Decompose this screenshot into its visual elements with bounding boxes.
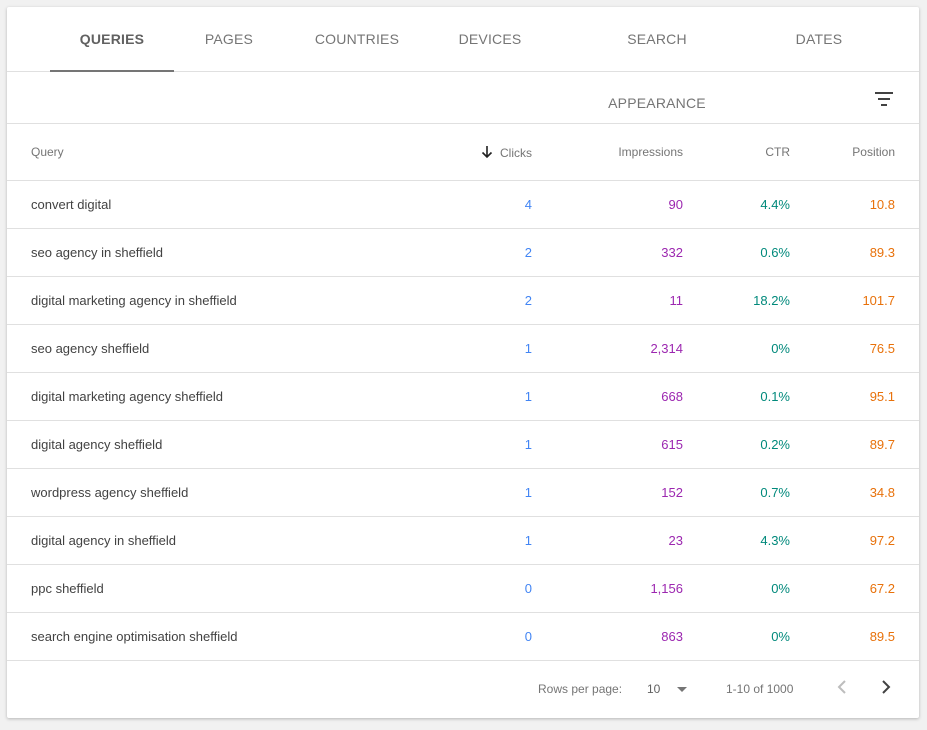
chevron-right-icon	[882, 680, 891, 694]
table-row[interactable]: digital agency sheffield 1 615 0.2% 89.7	[7, 420, 919, 469]
table-row[interactable]: search engine optimisation sheffield 0 8…	[7, 612, 919, 661]
column-header-ctr[interactable]: CTR	[683, 124, 790, 181]
table-row[interactable]: seo agency in sheffield 2 332 0.6% 89.3	[7, 228, 919, 277]
ctr-cell: 4.4%	[683, 180, 790, 229]
query-cell: digital marketing agency in sheffield	[7, 276, 371, 325]
clicks-cell: 1	[371, 372, 532, 421]
caret-down-icon	[677, 687, 687, 692]
impressions-cell: 863	[532, 612, 683, 661]
query-cell: digital marketing agency sheffield	[7, 372, 371, 421]
column-header-query[interactable]: Query	[7, 124, 371, 181]
position-header-label: Position	[852, 145, 895, 159]
arrow-down-icon	[481, 145, 493, 158]
query-cell: ppc sheffield	[7, 564, 371, 613]
tab-search-appearance[interactable]: SEARCH APPEARANCE	[608, 31, 706, 111]
impressions-cell: 2,314	[532, 324, 683, 373]
position-cell: 34.8	[790, 468, 919, 517]
clicks-cell: 1	[371, 516, 532, 565]
position-cell: 10.8	[790, 180, 919, 229]
impressions-header-label: Impressions	[618, 145, 683, 159]
ctr-header-label: CTR	[765, 145, 790, 159]
impressions-cell: 668	[532, 372, 683, 421]
chevron-left-icon	[837, 680, 846, 694]
ctr-cell: 0%	[683, 564, 790, 613]
table-row[interactable]: digital marketing agency in sheffield 2 …	[7, 276, 919, 325]
table-row[interactable]: wordpress agency sheffield 1 152 0.7% 34…	[7, 468, 919, 517]
position-cell: 76.5	[790, 324, 919, 373]
rows-per-page-label: Rows per page:	[538, 682, 623, 696]
tab-countries[interactable]: COUNTRIES	[314, 31, 400, 47]
ctr-cell: 0.6%	[683, 228, 790, 277]
table-row[interactable]: ppc sheffield 0 1,156 0% 67.2	[7, 564, 919, 613]
position-cell: 67.2	[790, 564, 919, 613]
query-header-label: Query	[31, 145, 64, 159]
ctr-cell: 0.1%	[683, 372, 790, 421]
table-toolbar	[7, 72, 919, 124]
table-row[interactable]: digital agency in sheffield 1 23 4.3% 97…	[7, 516, 919, 565]
query-cell: convert digital	[7, 180, 371, 229]
table-header-row: Query Clicks Impressions CTR Position	[7, 124, 919, 181]
position-cell: 97.2	[790, 516, 919, 565]
tab-pages[interactable]: PAGES	[204, 31, 254, 47]
ctr-cell: 0.7%	[683, 468, 790, 517]
ctr-cell: 0%	[683, 324, 790, 373]
ctr-cell: 0.2%	[683, 420, 790, 469]
column-header-position[interactable]: Position	[790, 124, 919, 181]
next-page-button[interactable]	[874, 675, 898, 699]
position-cell: 101.7	[790, 276, 919, 325]
rows-per-page-select[interactable]: 10	[647, 682, 692, 696]
query-cell: wordpress agency sheffield	[7, 468, 371, 517]
column-header-impressions[interactable]: Impressions	[532, 124, 683, 181]
clicks-cell: 2	[371, 276, 532, 325]
impressions-cell: 615	[532, 420, 683, 469]
clicks-cell: 1	[371, 324, 532, 373]
clicks-cell: 4	[371, 180, 532, 229]
impressions-cell: 332	[532, 228, 683, 277]
column-header-clicks[interactable]: Clicks	[371, 124, 532, 181]
clicks-cell: 0	[371, 564, 532, 613]
tab-queries[interactable]: QUERIES	[50, 7, 174, 72]
query-cell: seo agency in sheffield	[7, 228, 371, 277]
query-cell: seo agency sheffield	[7, 324, 371, 373]
ctr-cell: 18.2%	[683, 276, 790, 325]
clicks-cell: 0	[371, 612, 532, 661]
rows-per-page-value: 10	[647, 682, 661, 696]
table-row[interactable]: convert digital 4 90 4.4% 10.8	[7, 180, 919, 229]
impressions-cell: 11	[532, 276, 683, 325]
table-row[interactable]: digital marketing agency sheffield 1 668…	[7, 372, 919, 421]
query-cell: digital agency in sheffield	[7, 516, 371, 565]
ctr-cell: 0%	[683, 612, 790, 661]
impressions-cell: 90	[532, 180, 683, 229]
clicks-cell: 2	[371, 228, 532, 277]
dimension-tabs: QUERIES PAGES COUNTRIES DEVICES SEARCH A…	[7, 7, 919, 111]
table-row[interactable]: seo agency sheffield 1 2,314 0% 76.5	[7, 324, 919, 373]
filter-icon	[875, 92, 893, 106]
filter-button[interactable]	[869, 84, 899, 114]
clicks-header-label: Clicks	[500, 145, 532, 160]
impressions-cell: 23	[532, 516, 683, 565]
query-cell: digital agency sheffield	[7, 420, 371, 469]
pagination-range: 1-10 of 1000	[726, 682, 794, 696]
position-cell: 89.3	[790, 228, 919, 277]
pagination-bar: Rows per page: 10 1-10 of 1000	[7, 661, 919, 717]
tab-dates[interactable]: DATES	[795, 31, 843, 47]
position-cell: 89.7	[790, 420, 919, 469]
clicks-cell: 1	[371, 468, 532, 517]
queries-table: Query Clicks Impressions CTR Position co…	[7, 124, 919, 661]
tab-devices[interactable]: DEVICES	[458, 31, 522, 47]
position-cell: 95.1	[790, 372, 919, 421]
performance-table-card: QUERIES PAGES COUNTRIES DEVICES SEARCH A…	[7, 7, 919, 718]
impressions-cell: 1,156	[532, 564, 683, 613]
ctr-cell: 4.3%	[683, 516, 790, 565]
position-cell: 89.5	[790, 612, 919, 661]
clicks-cell: 1	[371, 420, 532, 469]
impressions-cell: 152	[532, 468, 683, 517]
query-cell: search engine optimisation sheffield	[7, 612, 371, 661]
previous-page-button[interactable]	[830, 675, 854, 699]
